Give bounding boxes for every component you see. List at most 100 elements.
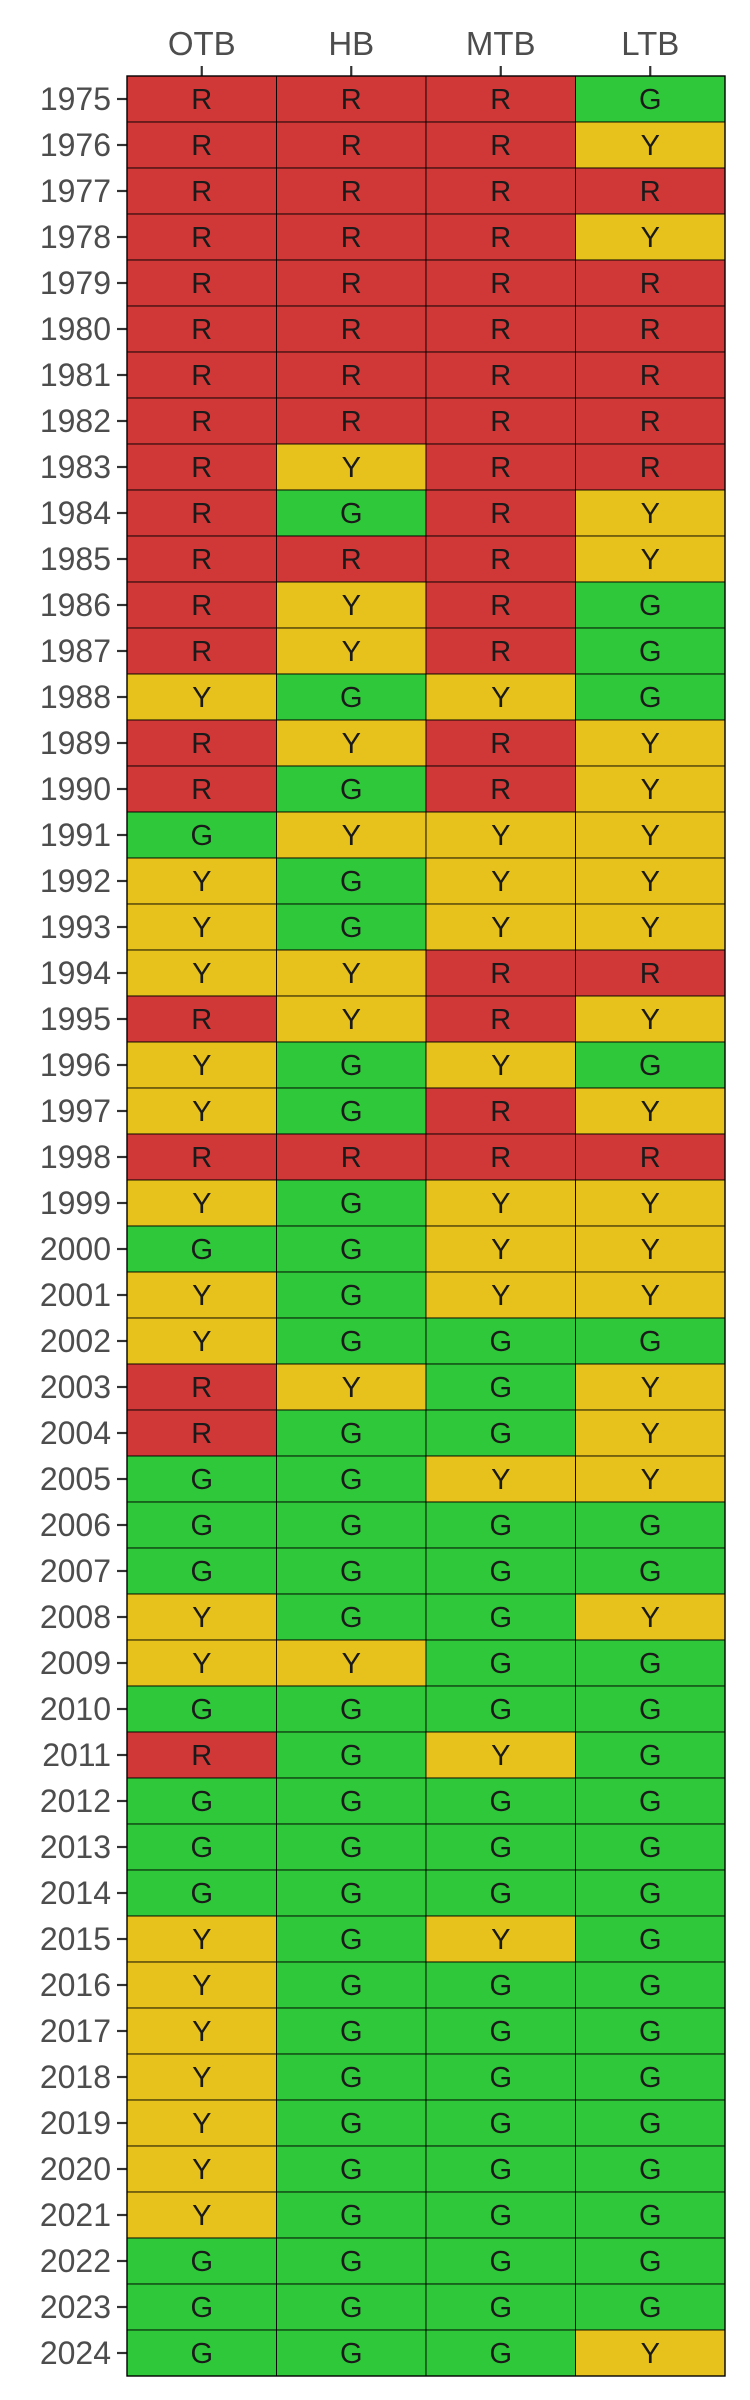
cell-label: R — [191, 774, 212, 806]
cell-label: G — [639, 590, 662, 622]
heatmap-cell — [276, 2283, 427, 2331]
heatmap-cell — [575, 949, 726, 997]
y-tick-label: 2005 — [40, 1461, 111, 1497]
cell-label: G — [639, 84, 662, 116]
cell-label: R — [490, 452, 511, 484]
cell-label: R — [640, 360, 661, 392]
heatmap-cell — [575, 75, 726, 123]
cell-label: Y — [641, 222, 660, 254]
cell-label: Y — [641, 912, 660, 944]
y-tick-label: 1984 — [40, 495, 111, 531]
cell-label: Y — [192, 2200, 211, 2232]
cell-label: R — [490, 314, 511, 346]
heatmap-cells: R R R GR R R YR R R RR R R YR R R RR R R RR R R RR R R RR Y R RR G R Y… — [126, 75, 726, 2377]
heatmap-cell — [575, 351, 726, 399]
cell-label: Y — [641, 1234, 660, 1266]
cell-label: Y — [192, 958, 211, 990]
heatmap-cell — [126, 1501, 277, 1549]
heatmap-cell — [425, 75, 576, 123]
heatmap-cell — [575, 1455, 726, 1503]
cell-label: R — [191, 544, 212, 576]
heatmap-cell — [126, 1731, 277, 1779]
cell-label: R — [341, 314, 362, 346]
cell-label: Y — [192, 1326, 211, 1358]
heatmap-cell — [126, 1409, 277, 1457]
heatmap-cell — [126, 2145, 277, 2193]
cell-label: Y — [342, 590, 361, 622]
cell-label: Y — [192, 2108, 211, 2140]
heatmap-cell — [276, 397, 427, 445]
heatmap-cell — [276, 1317, 427, 1365]
heatmap-cell — [425, 489, 576, 537]
heatmap-cell — [575, 995, 726, 1043]
y-tick-label: 1993 — [40, 909, 111, 945]
cell-label: G — [489, 1832, 512, 1864]
y-tick-label: 1991 — [40, 817, 111, 853]
cell-label: Y — [192, 1648, 211, 1680]
cell-label: G — [340, 1694, 363, 1726]
cell-label: G — [340, 2062, 363, 2094]
heatmap-cell — [425, 1271, 576, 1319]
y-tick-label: 2020 — [40, 2151, 111, 2187]
heatmap-cell — [425, 1133, 576, 1181]
cell-label: G — [639, 1556, 662, 1588]
cell-label: G — [340, 1878, 363, 1910]
heatmap-cell — [575, 581, 726, 629]
heatmap-cell — [425, 949, 576, 997]
cell-label: G — [340, 2108, 363, 2140]
heatmap-cell — [425, 673, 576, 721]
heatmap-cell — [126, 1455, 277, 1503]
heatmap-cell — [425, 535, 576, 583]
y-tick-label: 1982 — [40, 403, 111, 439]
cell-label: G — [489, 2200, 512, 2232]
cell-label: G — [639, 2016, 662, 2048]
heatmap-cell — [126, 1639, 277, 1687]
heatmap-cell — [126, 1961, 277, 2009]
cell-label: G — [639, 682, 662, 714]
cell-label: R — [490, 360, 511, 392]
cell-label: G — [489, 1556, 512, 1588]
heatmap-cell — [276, 1455, 427, 1503]
cell-label: G — [639, 1970, 662, 2002]
heatmap-cell — [575, 1777, 726, 1825]
y-tick-label: 2010 — [40, 1691, 111, 1727]
cell-label: G — [489, 1510, 512, 1542]
cell-label: G — [340, 498, 363, 530]
heatmap-cell — [276, 995, 427, 1043]
heatmap-cell — [425, 2099, 576, 2147]
y-tick-label: 2021 — [40, 2197, 111, 2233]
y-tick-label: 2006 — [40, 1507, 111, 1543]
cell-label: G — [340, 2154, 363, 2186]
heatmap-cell — [425, 857, 576, 905]
y-tick-label: 2017 — [40, 2013, 111, 2049]
cell-label: Y — [491, 1464, 510, 1496]
cell-label: G — [340, 2292, 363, 2324]
heatmap-cell — [425, 903, 576, 951]
cell-label: R — [191, 176, 212, 208]
y-tick-label: 2023 — [40, 2289, 111, 2325]
heatmap-cell — [276, 2191, 427, 2239]
cell-label: G — [489, 1786, 512, 1818]
y-tick-label: 1975 — [40, 81, 111, 117]
heatmap-cell — [575, 1179, 726, 1227]
cell-label: R — [490, 728, 511, 760]
heatmap-cell — [276, 535, 427, 583]
y-tick-label: 2001 — [40, 1277, 111, 1313]
cell-label: R — [191, 590, 212, 622]
y-tick-label: 2016 — [40, 1967, 111, 2003]
heatmap-cell — [575, 2099, 726, 2147]
cell-label: G — [639, 2292, 662, 2324]
cell-label: G — [639, 1786, 662, 1818]
cell-label: R — [490, 774, 511, 806]
cell-label: G — [639, 2062, 662, 2094]
cell-label: Y — [641, 1464, 660, 1496]
heatmap-cell — [126, 305, 277, 353]
y-tick-label: 1995 — [40, 1001, 111, 1037]
cell-label: Y — [192, 682, 211, 714]
heatmap-cell — [575, 2007, 726, 2055]
cell-label: Y — [491, 1234, 510, 1266]
heatmap-cell — [276, 1087, 427, 1135]
heatmap-cell — [126, 1087, 277, 1135]
cell-label: G — [340, 1510, 363, 1542]
